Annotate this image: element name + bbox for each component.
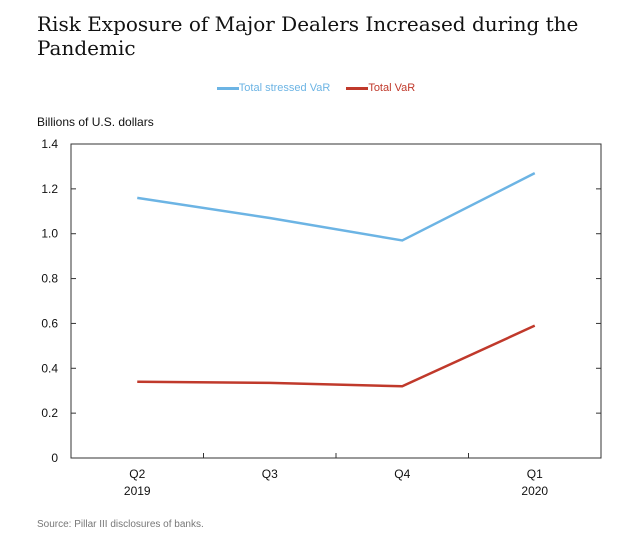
series-line-total-var — [137, 324, 536, 388]
y-axis-units-label: Billions of U.S. dollars — [37, 115, 154, 129]
x-tick-year-label: 2019 — [124, 484, 151, 498]
x-tick-year-label: 2020 — [521, 484, 548, 498]
legend-item-stressed-var: Total stressed VaR — [216, 82, 331, 94]
source-note: Source: Pillar III disclosures of banks. — [37, 519, 204, 530]
y-tick-label: 0.6 — [41, 316, 58, 330]
y-tick-label: 1.0 — [41, 227, 58, 241]
y-tick-label: 0.2 — [41, 406, 58, 420]
series-line-total-stressed-var — [137, 172, 536, 242]
x-tick-label: Q4 — [394, 467, 410, 481]
y-tick-label: 0 — [51, 451, 58, 465]
y-tick-label: 0.4 — [41, 361, 58, 375]
legend-label-var: Total VaR — [368, 82, 416, 94]
x-tick-label: Q3 — [262, 467, 278, 481]
legend-swatch-stressed-var — [216, 86, 239, 90]
x-tick-label: Q1 — [527, 467, 543, 481]
legend-label-stressed-var: Total stressed VaR — [238, 82, 331, 94]
legend-swatch-var — [346, 86, 369, 90]
legend: Total stressed VaR Total VaR — [0, 80, 632, 96]
y-tick-label: 0.8 — [41, 272, 58, 286]
chart-title: Risk Exposure of Major Dealers Increased… — [37, 12, 579, 60]
plot-frame — [70, 143, 602, 459]
legend-item-var: Total VaR — [346, 82, 415, 94]
y-tick-label: 1.2 — [41, 182, 58, 196]
y-tick-label: 1.4 — [41, 137, 58, 151]
x-tick-label: Q2 — [129, 467, 145, 481]
